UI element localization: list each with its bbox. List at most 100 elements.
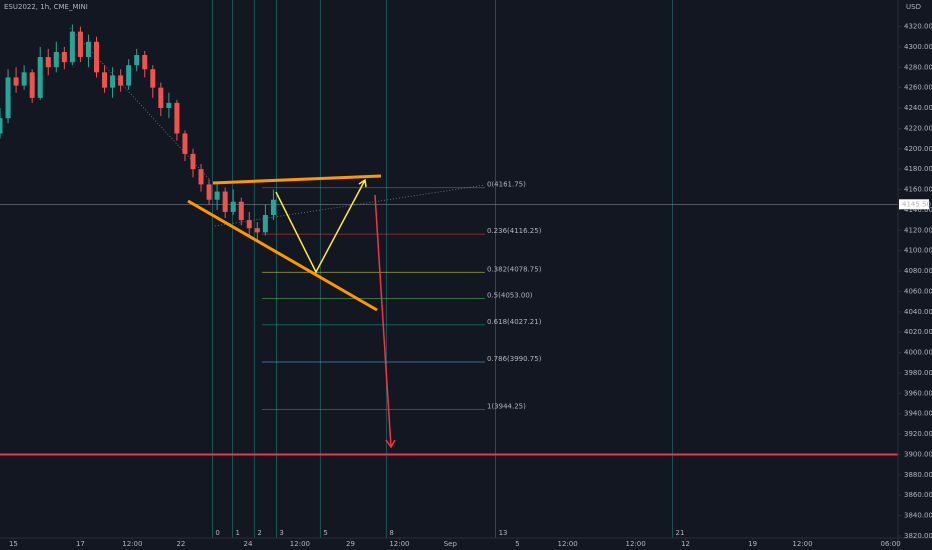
y-tick-label: 3960.00 bbox=[904, 389, 932, 397]
x-tick-label: 12:00 bbox=[389, 540, 409, 548]
y-tick-label: 3900.00 bbox=[904, 450, 932, 458]
fib-level-label: 0.618(4027.21) bbox=[487, 318, 542, 326]
y-tick-label: 4040.00 bbox=[904, 308, 932, 316]
x-tick-label: 19 bbox=[748, 540, 757, 548]
x-tick-label: 12:00 bbox=[792, 540, 812, 548]
y-tick-label: 3920.00 bbox=[904, 430, 932, 438]
candle-body bbox=[21, 72, 27, 86]
fib-level-label: 0.5(4053.00) bbox=[487, 292, 533, 300]
y-tick-label: 3840.00 bbox=[904, 512, 932, 520]
y-tick-label: 4000.00 bbox=[904, 349, 932, 357]
overlay: 4320.00 4300.00 4280.00 4260.00 4240.00 4220.… bbox=[9, 22, 932, 548]
candle-body bbox=[69, 31, 75, 63]
x-tick-label: 17 bbox=[76, 540, 85, 548]
x-tick-label: 15 bbox=[9, 540, 18, 548]
candle-body bbox=[262, 214, 268, 233]
target-arrow bbox=[374, 194, 392, 448]
x-tick-label: 22 bbox=[176, 540, 185, 548]
y-tick-label: 4120.00 bbox=[904, 226, 932, 234]
y-tick-label: 4060.00 bbox=[904, 287, 932, 295]
candle-body bbox=[166, 102, 172, 109]
y-tick-label: 4280.00 bbox=[904, 63, 932, 71]
candle-body bbox=[126, 65, 132, 86]
fib-level-label: 1(3944.25) bbox=[487, 402, 526, 410]
x-tick-label: 24 bbox=[243, 540, 252, 548]
candle-body bbox=[198, 169, 204, 185]
candle-body bbox=[222, 191, 228, 212]
y-tick-label: 4020.00 bbox=[904, 328, 932, 336]
last-price-badge bbox=[899, 199, 929, 210]
projection-arrowhead bbox=[358, 178, 367, 188]
candle-body bbox=[158, 87, 164, 109]
y-tick-label: 3940.00 bbox=[904, 410, 932, 418]
last-price-label: 4145.50 bbox=[902, 200, 931, 208]
candle-body bbox=[190, 153, 196, 170]
y-tick-label: 4100.00 bbox=[904, 247, 932, 255]
y-tick-label: 4200.00 bbox=[904, 145, 932, 153]
candle-body bbox=[45, 57, 51, 68]
candle-body bbox=[182, 133, 188, 154]
candle-body bbox=[230, 201, 236, 212]
candle-body bbox=[102, 72, 108, 88]
candle-body bbox=[246, 220, 252, 229]
time-axis bbox=[0, 538, 932, 550]
currency-label: USD bbox=[906, 3, 921, 11]
candle-body bbox=[61, 51, 67, 63]
y-tick-label: 4220.00 bbox=[904, 124, 932, 132]
upper-trendline bbox=[212, 174, 382, 185]
candle-body bbox=[13, 77, 19, 86]
x-tick-label: 12:00 bbox=[122, 540, 142, 548]
x-tick-label: 12:00 bbox=[558, 540, 578, 548]
x-tick-label: 5 bbox=[515, 540, 519, 548]
fib-time-label: 5 bbox=[323, 529, 327, 537]
fib-level-label: 0.236(4116.25) bbox=[487, 227, 542, 235]
fib-time-label: 2 bbox=[257, 529, 261, 537]
fib-level-label: 0.382(4078.75) bbox=[487, 265, 542, 273]
candle-body bbox=[238, 201, 244, 221]
candle-body bbox=[270, 199, 276, 215]
dotted-trend bbox=[214, 184, 486, 227]
y-tick-label: 3860.00 bbox=[904, 491, 932, 499]
fib-time-label: 1 bbox=[236, 529, 240, 537]
candle-body bbox=[134, 55, 140, 66]
y-tick-label: 4180.00 bbox=[904, 165, 932, 173]
fib-time-label: 0 bbox=[215, 529, 219, 537]
y-tick-label: 3980.00 bbox=[904, 369, 932, 377]
y-tick-label: 4140.00 bbox=[904, 206, 932, 214]
fib-time-label: 13 bbox=[499, 529, 508, 537]
candle-body bbox=[85, 41, 91, 58]
x-tick-label: 29 bbox=[346, 540, 355, 548]
candle-body bbox=[53, 51, 59, 68]
y-tick-label: 4080.00 bbox=[904, 267, 932, 275]
x-tick-label: 12:00 bbox=[626, 540, 646, 548]
candle-body bbox=[254, 228, 260, 233]
y-tick-label: 4260.00 bbox=[904, 84, 932, 92]
y-tick-label: 4160.00 bbox=[904, 186, 932, 194]
candle-body bbox=[37, 57, 43, 98]
fib-time-label: 21 bbox=[675, 529, 684, 537]
x-tick-label: 12:00 bbox=[290, 540, 310, 548]
fib-time-label: 3 bbox=[279, 529, 283, 537]
candle-body bbox=[206, 184, 212, 200]
candle-body bbox=[77, 31, 83, 58]
lower-trendline bbox=[187, 199, 378, 312]
candle-body bbox=[150, 69, 156, 88]
target-arrowhead bbox=[385, 439, 396, 449]
y-tick-label: 4320.00 bbox=[904, 22, 932, 30]
candle-body bbox=[142, 55, 148, 70]
y-tick-label: 4300.00 bbox=[904, 43, 932, 51]
x-tick-label: 12 bbox=[681, 540, 690, 548]
x-tick-label: Sep bbox=[444, 540, 458, 548]
candle-body bbox=[118, 75, 124, 86]
fib-time-label: 8 bbox=[389, 529, 393, 537]
candle-body bbox=[110, 75, 116, 88]
y-tick-label: 3820.00 bbox=[904, 532, 932, 540]
price-axis bbox=[898, 0, 932, 550]
y-tick-label: 3880.00 bbox=[904, 471, 932, 479]
plot-area: 0 1 2 3 5 8 13 21 0(4161.75) 0.236(4116.25) 0.382(… bbox=[0, 0, 898, 538]
x-tick-label: 06:00 bbox=[881, 540, 901, 548]
candle-body bbox=[174, 102, 180, 134]
fib-level-label: 0(4161.75) bbox=[487, 181, 526, 189]
